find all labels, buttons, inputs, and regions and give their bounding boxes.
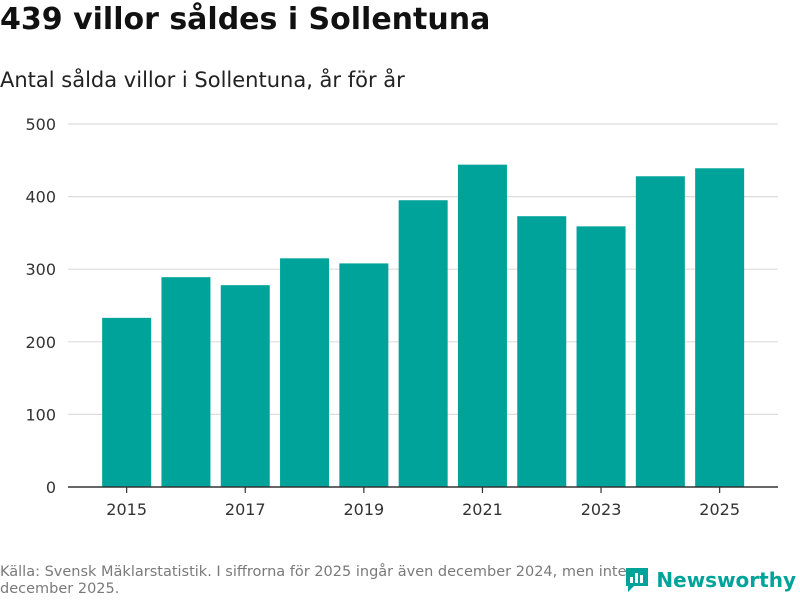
brand-logo[interactable]: Newsworthy bbox=[624, 566, 796, 594]
y-tick-label: 300 bbox=[25, 260, 56, 279]
bar-2016 bbox=[161, 277, 211, 487]
bar-2021 bbox=[457, 164, 507, 487]
y-tick-label: 0 bbox=[46, 478, 56, 497]
bar-2022 bbox=[517, 216, 567, 487]
source-note: Källa: Svensk Mäklarstatistik. I siffror… bbox=[0, 564, 627, 597]
chart-title: 439 villor såldes i Sollentuna bbox=[0, 2, 491, 37]
bars bbox=[102, 164, 745, 488]
bar-2017 bbox=[220, 285, 270, 487]
y-tick-label: 400 bbox=[25, 188, 56, 207]
y-tick-label: 100 bbox=[25, 405, 56, 424]
bar-chart-logo-icon bbox=[626, 568, 649, 592]
bar-2023 bbox=[576, 226, 626, 487]
bar-2020 bbox=[398, 200, 448, 488]
chart-subtitle: Antal sålda villor i Sollentuna, år för … bbox=[0, 68, 405, 92]
x-tick-label: 2019 bbox=[343, 500, 384, 519]
x-tick-label: 2015 bbox=[106, 500, 147, 519]
x-axis-ticks: 2015 2017 2019 2021 2023 2025 bbox=[106, 487, 740, 519]
bar-2018 bbox=[280, 258, 330, 487]
y-tick-label: 200 bbox=[25, 333, 56, 352]
x-tick-label: 2023 bbox=[581, 500, 622, 519]
bar-2025 bbox=[695, 168, 745, 487]
bar-2024 bbox=[635, 176, 685, 487]
bar-2019 bbox=[339, 263, 389, 487]
y-tick-label: 500 bbox=[25, 115, 56, 134]
x-tick-label: 2025 bbox=[699, 500, 740, 519]
brand-name: Newsworthy bbox=[656, 568, 796, 592]
bar-2015 bbox=[102, 317, 152, 487]
x-tick-label: 2017 bbox=[225, 500, 266, 519]
y-axis-ticks: 0 100 200 300 400 500 bbox=[25, 115, 56, 497]
x-tick-label: 2021 bbox=[462, 500, 503, 519]
